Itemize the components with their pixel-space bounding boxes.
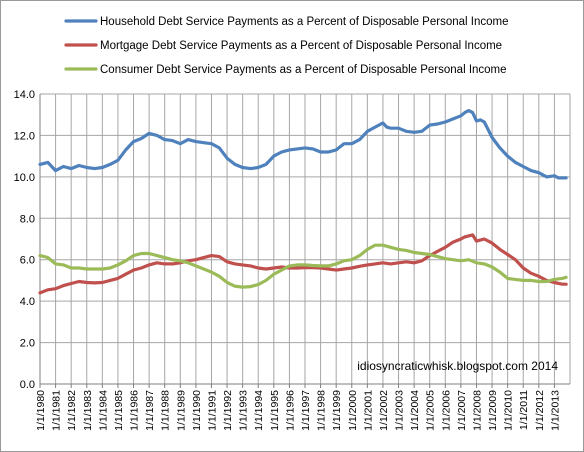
x-tick-label: 1/1/2002	[378, 390, 390, 431]
y-tick-label: 12.0	[14, 130, 35, 142]
y-tick-label: 8.0	[20, 213, 35, 225]
x-tick-label: 1/1/2006	[440, 390, 452, 431]
x-tick-label: 1/1/1988	[160, 390, 172, 431]
x-tick-label: 1/1/2011	[518, 390, 530, 430]
legend-item-mortgage: Mortgage Debt Service Payments as a Perc…	[64, 40, 502, 52]
legend-item-household: Household Debt Service Payments as a Per…	[64, 16, 508, 28]
legend-label: Household Debt Service Payments as a Per…	[100, 16, 508, 28]
x-tick-label: 1/1/2003	[394, 390, 406, 431]
x-tick-label: 1/1/1996	[284, 390, 296, 431]
x-tick-label: 1/1/2009	[487, 390, 499, 431]
series-lines	[38, 108, 568, 295]
y-tick-label: 10.0	[14, 172, 35, 184]
x-tick-label: 1/1/1990	[191, 390, 203, 431]
x-tick-label: 1/1/1991	[206, 390, 218, 431]
x-tick-label: 1/1/2012	[534, 390, 546, 431]
mortgage-debt-service-line	[38, 233, 568, 295]
y-tick-label: 0.0	[20, 379, 35, 391]
x-tick-label: 1/1/1989	[175, 390, 187, 431]
y-tick-label: 2.0	[20, 338, 35, 350]
x-tick-label: 1/1/1998	[316, 390, 328, 431]
x-tick-label: 1/1/2008	[471, 390, 483, 431]
consumer-debt-service-line	[38, 243, 568, 289]
y-tick-label: 4.0	[20, 296, 35, 308]
y-tick-label: 14.0	[14, 89, 35, 101]
x-axis-tick-labels: 1/1/1980 1/1/1981 1/1/1982 1/1/1983 1/1/1984…	[35, 390, 561, 431]
x-tick-label: 1/1/1999	[331, 390, 343, 431]
household-debt-service-line	[38, 108, 568, 180]
x-tick-label: 1/1/1982	[66, 390, 78, 431]
x-tick-label: 1/1/1986	[129, 390, 141, 431]
x-tick-label: 1/1/1997	[300, 390, 312, 431]
legend-label: Consumer Debt Service Payments as a Perc…	[100, 64, 507, 76]
x-tick-label: 1/1/1993	[238, 390, 250, 431]
x-tick-label: 1/1/1981	[51, 390, 63, 431]
legend: Household Debt Service Payments as a Per…	[64, 16, 508, 76]
x-tick-label: 1/1/2007	[456, 390, 468, 431]
axes	[39, 94, 570, 388]
x-tick-label: 1/1/2000	[347, 390, 359, 431]
x-tick-label: 1/1/2013	[549, 390, 561, 431]
y-axis-tick-labels: 0.0 2.0 4.0 6.0 8.0 10.0 12.0 14.0	[14, 89, 35, 391]
x-tick-label: 1/1/1992	[222, 390, 234, 431]
x-tick-label: 1/1/1994	[253, 390, 265, 431]
x-tick-label: 1/1/1987	[144, 390, 156, 431]
x-tick-label: 1/1/2010	[503, 390, 515, 431]
x-tick-label: 1/1/2005	[425, 390, 437, 431]
x-tick-label: 1/1/1983	[82, 390, 94, 431]
x-tick-label: 1/1/1985	[113, 390, 125, 431]
x-tick-label: 1/1/1995	[269, 390, 281, 431]
legend-label: Mortgage Debt Service Payments as a Perc…	[100, 40, 502, 52]
x-tick-label: 1/1/1980	[35, 390, 47, 431]
x-tick-label: 1/1/2001	[362, 390, 374, 431]
x-tick-label: 1/1/1984	[97, 390, 109, 431]
legend-item-consumer: Consumer Debt Service Payments as a Perc…	[64, 64, 507, 76]
watermark-annotation: idiosyncraticwhisk.blogspot.com 2014	[357, 359, 558, 373]
x-tick-label: 1/1/2004	[409, 390, 421, 431]
y-tick-label: 6.0	[20, 255, 35, 267]
